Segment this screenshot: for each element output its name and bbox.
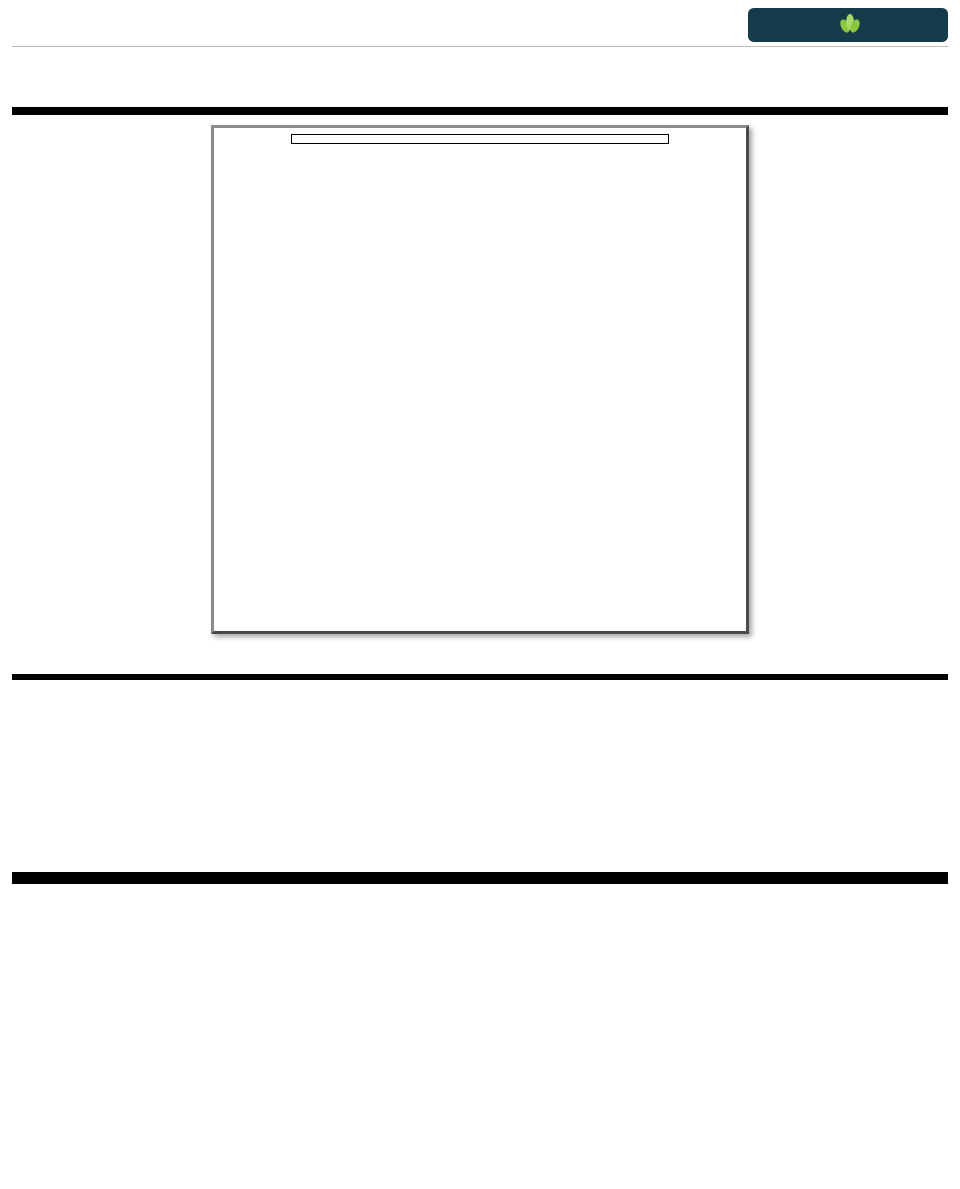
chart-legend <box>291 134 669 144</box>
page-header <box>12 8 948 47</box>
explanation-table <box>12 674 948 692</box>
logo <box>748 8 948 42</box>
page-footer <box>12 872 948 884</box>
radar-chart <box>220 150 740 620</box>
leaf-icon <box>839 14 853 34</box>
radar-chart-box <box>211 125 749 634</box>
dimensjoner-list <box>480 680 948 692</box>
section-title <box>12 107 948 115</box>
forklaring-body <box>12 680 480 692</box>
radar-chart-container <box>12 125 948 634</box>
